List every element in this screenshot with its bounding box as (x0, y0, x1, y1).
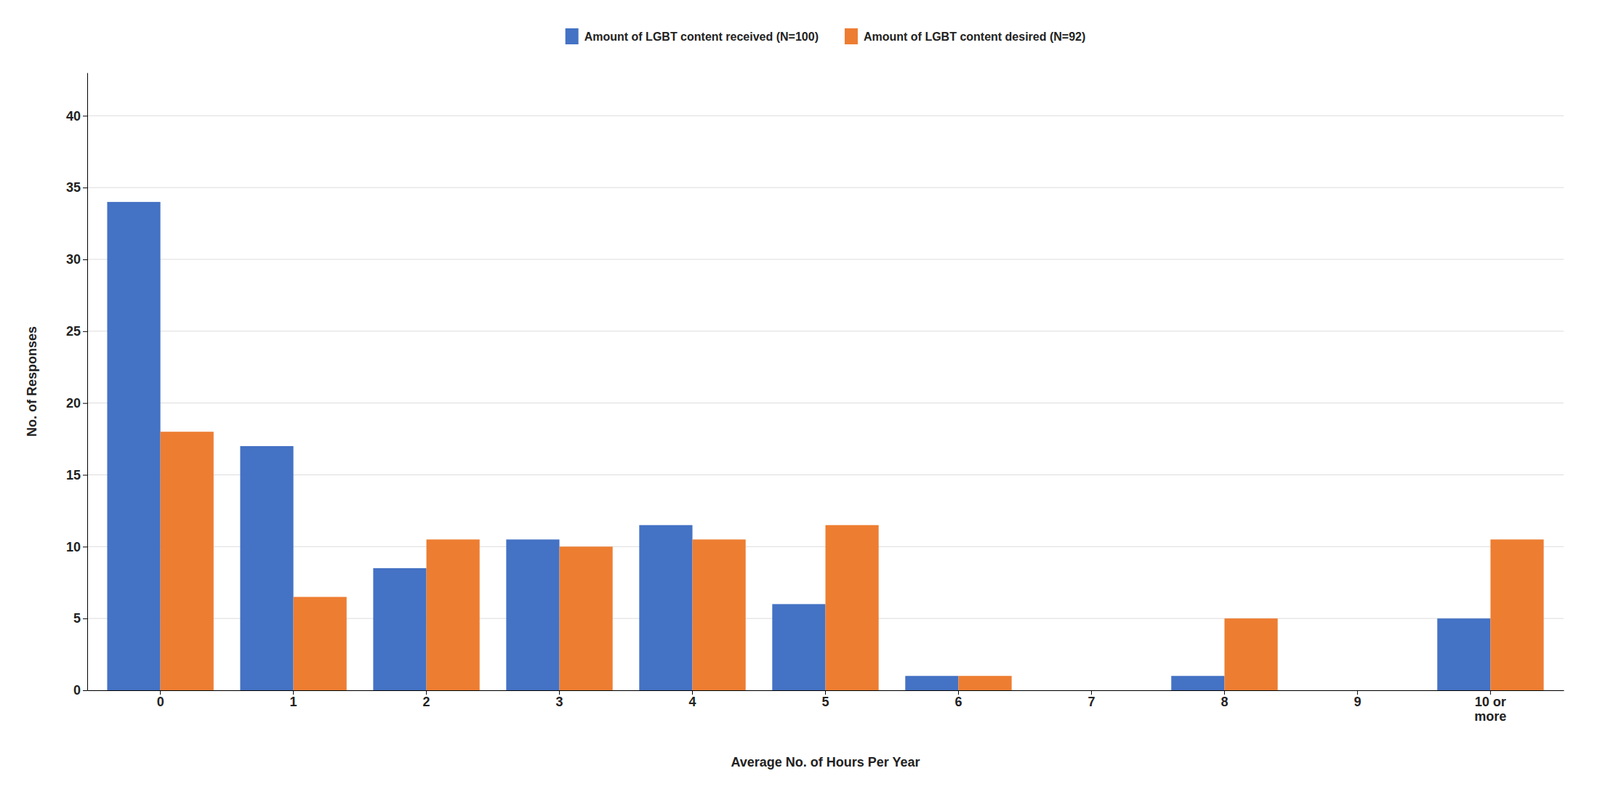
tick: 1 (290, 690, 298, 710)
tick: 30 (66, 252, 88, 267)
bar (372, 568, 426, 691)
tick: 6 (954, 690, 962, 710)
tick-label: 40 (66, 109, 81, 124)
legend-label: Amount of LGBT content received (N=100) (584, 30, 819, 43)
bar (692, 539, 746, 691)
grid-line (87, 115, 1564, 117)
tick: 35 (66, 180, 88, 195)
grid-line (87, 330, 1564, 332)
bar (1357, 690, 1411, 692)
bar (1490, 539, 1544, 691)
grid (87, 115, 1564, 691)
bar (293, 597, 347, 691)
grid-line (87, 474, 1564, 476)
legend-item: Amount of LGBT content desired (N=92) (844, 28, 1086, 45)
tick-label: 2 (423, 694, 431, 710)
tick-label: 6 (954, 694, 962, 710)
x-axis-title: Average No. of Hours Per Year (730, 755, 920, 770)
bar (505, 539, 560, 691)
tick: 2 (423, 690, 431, 710)
bar (1091, 690, 1145, 692)
bars (106, 202, 1544, 691)
legend-swatch (565, 28, 579, 45)
tick: 7 (1087, 690, 1095, 710)
legend-label: Amount of LGBT content desired (N=92) (863, 30, 1086, 43)
tick-mark (82, 331, 88, 333)
tick-mark (82, 546, 88, 548)
tick-label: 25 (66, 324, 81, 339)
y-axis-title: No. of Responses (24, 326, 40, 437)
bar (905, 676, 959, 691)
tick: 0 (73, 683, 88, 698)
bar (1171, 676, 1225, 691)
tick-mark (82, 259, 88, 261)
grid-line (87, 258, 1564, 260)
grid-line (87, 402, 1564, 404)
bar (638, 525, 693, 691)
bar (1304, 690, 1358, 692)
tick: 4 (689, 690, 697, 710)
bar (426, 539, 480, 691)
bar (958, 676, 1012, 691)
tick-label: 5 (821, 694, 829, 710)
bar (1437, 618, 1491, 691)
bar-series (160, 431, 1545, 691)
tick-label: 10 (66, 540, 81, 555)
y-axis: 0 5 10 15 20 25 30 35 40 (66, 73, 88, 699)
bar-series (106, 202, 1491, 691)
bar (160, 431, 214, 691)
bar (1038, 690, 1092, 692)
tick-label: 4 (689, 694, 697, 710)
tick-mark (82, 690, 88, 692)
tick-mark (82, 474, 88, 476)
tick: 8 (1220, 690, 1228, 710)
tick-label: 30 (66, 252, 81, 267)
legend: Amount of LGBT content received (N=100) A… (565, 28, 1087, 45)
tick: 15 (66, 468, 88, 483)
tick-label: 8 (1220, 694, 1228, 710)
chart: 0 1 2 3 4 5 6 7 8 9 10 ormore 0 5 10 15 20 25 30 35 40 Avera… (0, 0, 1600, 792)
tick: 20 (66, 396, 88, 411)
bar (772, 604, 826, 691)
tick: 5 (821, 690, 829, 710)
tick-mark (82, 115, 88, 117)
tick: 40 (66, 109, 88, 124)
x-axis: 0 1 2 3 4 5 6 7 8 9 10 ormore (87, 690, 1565, 725)
tick-mark (82, 187, 88, 189)
tick: 25 (66, 324, 88, 339)
tick-label: 0 (157, 694, 165, 710)
tick: 9 (1353, 690, 1361, 710)
tick-label: 1 (290, 694, 298, 710)
tick-mark (82, 403, 88, 405)
tick: 0 (157, 690, 165, 710)
legend-item: Amount of LGBT content received (N=100) (565, 28, 819, 45)
bar (559, 546, 613, 691)
tick-label: 5 (73, 611, 81, 626)
tick: 3 (556, 690, 564, 710)
tick-label: 20 (66, 396, 81, 411)
tick-label: 3 (556, 694, 564, 710)
tick-label: 35 (66, 180, 81, 195)
tick-mark (82, 618, 88, 620)
tick-label: 9 (1353, 694, 1361, 710)
bar (106, 202, 160, 691)
grid-line (87, 187, 1564, 189)
tick-label: 15 (66, 468, 81, 483)
tick: 5 (73, 611, 88, 626)
tick-label: 10 ormore (1474, 694, 1507, 725)
tick-label: 7 (1087, 694, 1095, 710)
plot: 0 1 2 3 4 5 6 7 8 9 10 ormore 0 5 10 15 20 25 30 35 40 Avera… (24, 73, 1565, 771)
axis-line (87, 73, 88, 692)
tick-label: 0 (73, 683, 81, 698)
tick: 10 (66, 540, 88, 555)
legend-swatch (844, 28, 858, 45)
tick: 10 ormore (1474, 690, 1507, 725)
bar (239, 446, 293, 691)
bar (1224, 618, 1278, 691)
bar (825, 525, 879, 691)
